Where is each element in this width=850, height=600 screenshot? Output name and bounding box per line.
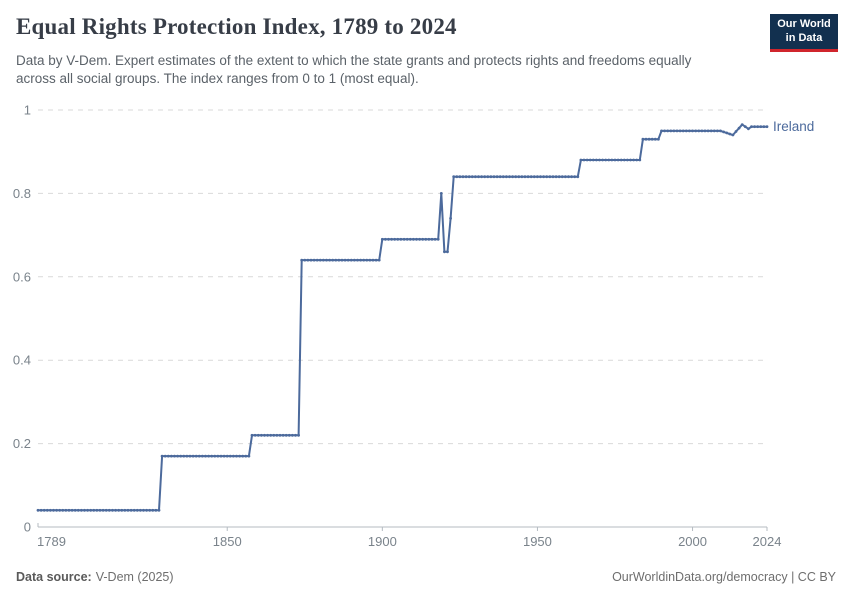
x-axis-tick-label: 2000	[678, 534, 707, 549]
y-axis-tick-label: 0.8	[13, 186, 31, 201]
y-axis-tick-label: 0	[24, 520, 31, 535]
data-point-markers	[36, 123, 769, 512]
chart-subtitle: Data by V-Dem. Expert estimates of the e…	[16, 53, 692, 86]
series-label-ireland[interactable]: Ireland	[773, 119, 814, 134]
trend-line-ireland[interactable]	[38, 123, 767, 512]
y-axis-tick-label: 0.6	[13, 269, 31, 284]
y-axis-tick-label: 0.4	[13, 353, 31, 368]
data-source: Data source: V-Dem (2025)	[16, 570, 174, 584]
y-axis-tick-label: 1	[24, 103, 31, 118]
page-title: Equal Rights Protection Index, 1789 to 2…	[16, 14, 457, 39]
x-axis-tick-label: 1850	[213, 534, 242, 549]
data-source-value: V-Dem (2025)	[95, 570, 174, 584]
x-axis-tick-label: 1900	[368, 534, 397, 549]
x-axis-tick-label: 2024	[753, 534, 782, 549]
owid-logo[interactable]: Our World in Data	[770, 14, 838, 52]
footer-attribution-link[interactable]: OurWorldinData.org/democracy | CC BY	[612, 570, 836, 584]
x-axis-tick-label: 1789	[37, 534, 66, 549]
y-axis-tick-label: 0.2	[13, 436, 31, 451]
owid-logo-line2: in Data	[785, 31, 823, 44]
owid-logo-line1: Our World	[777, 18, 831, 30]
x-axis-tick-label: 1950	[523, 534, 552, 549]
data-source-label: Data source:	[16, 570, 92, 584]
